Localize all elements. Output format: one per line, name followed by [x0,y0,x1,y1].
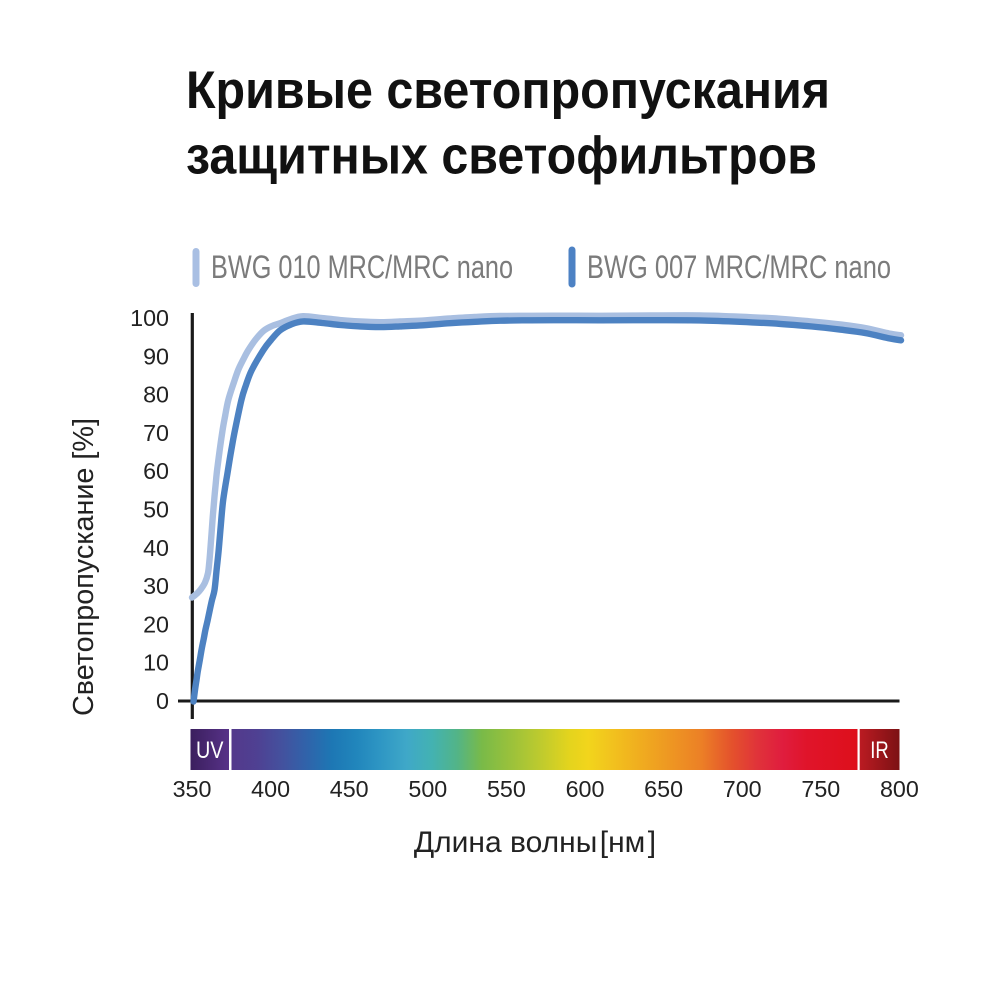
svg-text:100: 100 [130,305,169,331]
svg-text:450: 450 [330,776,369,802]
svg-text:500: 500 [408,776,447,802]
svg-text:650: 650 [644,776,683,802]
svg-text:50: 50 [143,497,169,523]
svg-text:350: 350 [173,776,212,802]
svg-text:20: 20 [143,611,169,637]
svg-text:700: 700 [723,776,762,802]
svg-text:IR: IR [870,737,889,764]
svg-text:600: 600 [566,776,605,802]
svg-text:защитных светофильтров: защитных светофильтров [186,127,817,186]
svg-text:70: 70 [143,420,169,446]
svg-text:60: 60 [143,458,169,484]
svg-text:UV: UV [196,737,224,764]
svg-text:40: 40 [143,535,169,561]
svg-text:90: 90 [143,343,169,369]
svg-text:Длина волны [нм ]: Длина волны [нм ] [414,826,656,859]
svg-text:0: 0 [156,688,169,714]
svg-text:30: 30 [143,573,169,599]
svg-text:550: 550 [487,776,526,802]
svg-text:80: 80 [143,382,169,408]
svg-text:400: 400 [251,776,290,802]
svg-text:10: 10 [143,650,169,676]
svg-text:Светопропускание [%]: Светопропускание [%] [68,418,100,716]
svg-text:Кривые светопропускания: Кривые светопропускания [186,61,830,120]
svg-text:BWG 010 MRC/MRC nano: BWG 010 MRC/MRC nano [211,249,513,285]
svg-text:BWG 007 MRC/MRC nano: BWG 007 MRC/MRC nano [587,249,891,285]
svg-text:750: 750 [801,776,840,802]
svg-text:800: 800 [880,776,919,802]
